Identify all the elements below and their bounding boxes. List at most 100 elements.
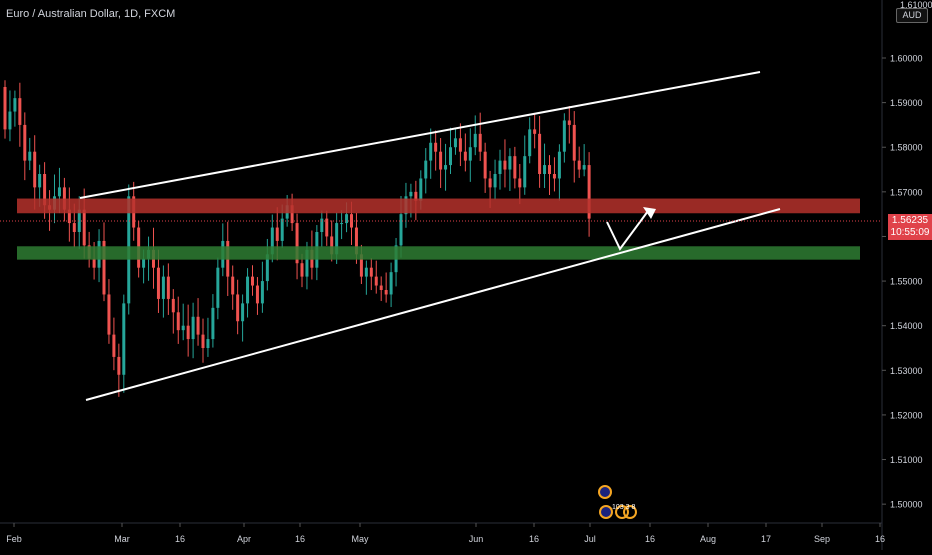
candle-body [236,294,240,322]
candle-body [572,124,576,161]
x-tick-label: 16 [175,534,185,544]
candle-body [275,227,279,241]
candle-body [211,307,215,340]
y-tick-label: 1.53000 [890,366,923,376]
candle-body [557,151,561,179]
forecast-arrow-line [606,210,649,251]
y-tick-label: 1.50000 [890,500,923,510]
candle-body [320,218,324,232]
y-tick-label: 1.60000 [890,54,923,64]
candle-body [567,120,571,125]
candle-body [414,191,418,201]
y-tick-label: 1.59000 [890,98,923,108]
x-tick-label: 16 [875,534,885,544]
candle-body [142,258,146,268]
candle-body [305,249,309,277]
candle-body [518,178,522,188]
candle-body [458,138,462,152]
candle-body [409,191,413,197]
candle-body [389,272,393,295]
candle-body [33,151,37,188]
x-tick-label: Sep [814,534,830,544]
candle-body [399,214,403,246]
candle-body [28,151,32,161]
event-badge-text: 103 3 8 [612,504,635,511]
candle-body [241,303,245,322]
candle-body [231,276,235,295]
last-price-value: 1.56235 [891,215,929,226]
currency-label[interactable]: AUD [896,8,928,23]
candle-body [43,174,47,206]
candle-body [325,218,329,237]
x-tick-label: Apr [237,534,251,544]
candle-body [434,142,438,152]
candle-body [528,129,532,157]
candle-body [206,339,210,348]
x-tick-label: 16 [645,534,655,544]
candle-body [374,276,378,286]
candle-body [552,174,556,179]
x-tick-label: Aug [700,534,716,544]
y-tick-label: 1.51000 [890,455,923,465]
candle-body [246,276,250,304]
candle-body [523,156,527,188]
candle-body [488,178,492,188]
candle-body [72,223,76,232]
y-tick-label: 1.52000 [890,410,923,420]
x-tick-label: Feb [6,534,22,544]
candle-body [463,151,467,161]
candle-body [23,124,27,161]
x-tick-label: Jun [469,534,484,544]
candle-body [77,209,81,232]
candle-body [354,227,358,255]
candle-body [444,165,448,170]
price-scale-top-label: 1.61000 [900,0,932,10]
candle-body [260,281,264,304]
candle-body [181,325,185,331]
candle-body [57,187,61,197]
candle-body [508,156,512,170]
candle-body [166,276,170,299]
candle-body [359,254,363,277]
event-icon-mid [615,505,629,519]
candle-body [270,227,274,255]
candle-body [473,133,477,148]
y-tick-label: 1.57000 [890,187,923,197]
candle-body [216,267,220,308]
symbol-title[interactable]: Euro / Australian Dollar, 1D, FXCM [6,8,176,20]
event-icon-top [598,485,612,499]
candle-body [102,240,106,295]
candle-body [176,312,180,331]
candle-body [503,160,507,170]
candle-body [424,160,428,179]
x-tick-label: 17 [761,534,771,544]
last-price-tag: 1.56235 10:55:09 [888,214,932,240]
candle-body [38,174,42,188]
candle-body [330,236,334,255]
x-tick-label: Mar [114,534,130,544]
candle-body [533,129,537,134]
candle-body [364,267,368,277]
candle-body [13,98,17,112]
candle-body [18,98,22,125]
candle-body [8,111,12,130]
candle-body [538,133,542,174]
candle-body [300,263,304,277]
candle-body [251,276,254,286]
candle-body [62,187,66,210]
candle-body [493,174,497,188]
support-zone [17,246,860,260]
candle-body [429,142,433,161]
x-tick-label: 16 [529,534,539,544]
resistance-zone [17,198,860,214]
candle-body [483,151,487,179]
candle-body [369,267,373,277]
candle-body [67,209,71,224]
candle-body [453,138,457,148]
candle-body [587,165,591,219]
event-icon-right [623,505,637,519]
candle-body [384,290,388,295]
